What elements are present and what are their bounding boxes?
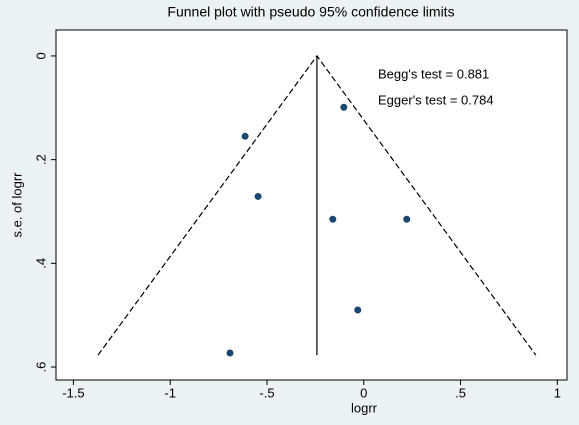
x-tick-label: 1 — [554, 385, 561, 400]
y-axis-label: s.e. of logrr — [9, 172, 24, 238]
point — [403, 215, 411, 223]
point — [354, 306, 362, 314]
annotation: Egger's test = 0.784 — [378, 92, 494, 107]
point — [226, 349, 234, 357]
chart-title: Funnel plot with pseudo 95% confidence l… — [167, 4, 454, 20]
x-tick-label: 0 — [360, 385, 367, 400]
point — [241, 132, 249, 140]
y-tick-label: .2 — [33, 154, 48, 165]
x-tick-label: -1.5 — [62, 385, 84, 400]
x-axis-label: logrr — [351, 400, 378, 415]
x-tick-label: -1 — [164, 385, 176, 400]
y-tick-label: .6 — [33, 362, 48, 373]
x-tick-label: .5 — [455, 385, 466, 400]
plot-area — [55, 29, 568, 381]
point — [329, 215, 337, 223]
point — [340, 103, 348, 111]
y-tick-label: 0 — [33, 52, 48, 59]
point — [254, 192, 262, 200]
annotation: Begg's test = 0.881 — [378, 66, 489, 81]
x-tick-label: -.5 — [259, 385, 274, 400]
y-tick-label: .4 — [33, 258, 48, 269]
